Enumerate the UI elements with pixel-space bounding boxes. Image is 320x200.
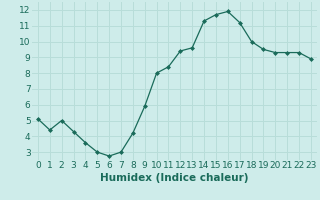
X-axis label: Humidex (Indice chaleur): Humidex (Indice chaleur) bbox=[100, 173, 249, 183]
